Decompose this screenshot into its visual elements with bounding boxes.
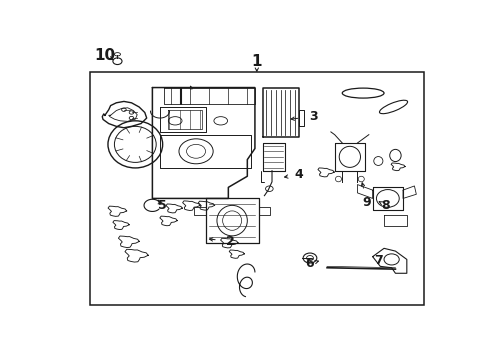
Text: 2: 2: [226, 235, 235, 248]
Text: 5: 5: [157, 199, 166, 212]
Text: 1: 1: [251, 54, 262, 69]
Text: 6: 6: [306, 257, 314, 270]
Text: 3: 3: [310, 110, 318, 123]
Text: 8: 8: [382, 199, 390, 212]
Text: 4: 4: [294, 168, 303, 181]
Text: 10: 10: [95, 48, 116, 63]
Text: 7: 7: [374, 254, 383, 267]
Text: 9: 9: [363, 196, 371, 209]
Bar: [90, 72, 424, 305]
